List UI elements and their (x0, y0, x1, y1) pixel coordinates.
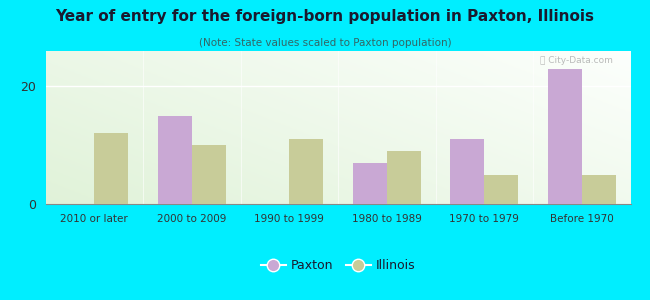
Bar (582, 175, 616, 204)
Bar (450, 139, 484, 204)
Bar (353, 163, 387, 204)
Bar (157, 116, 192, 204)
Text: Ⓜ City-Data.com: Ⓜ City-Data.com (540, 56, 613, 64)
Text: Year of entry for the foreign-born population in Paxton, Illinois: Year of entry for the foreign-born popul… (55, 9, 595, 24)
Bar (484, 175, 519, 204)
Bar (387, 151, 421, 204)
Bar (547, 69, 582, 204)
Bar (94, 134, 129, 204)
Legend: Paxton, Illinois: Paxton, Illinois (255, 254, 421, 277)
Bar (289, 139, 324, 204)
Text: (Note: State values scaled to Paxton population): (Note: State values scaled to Paxton pop… (199, 38, 451, 47)
Bar (192, 145, 226, 204)
